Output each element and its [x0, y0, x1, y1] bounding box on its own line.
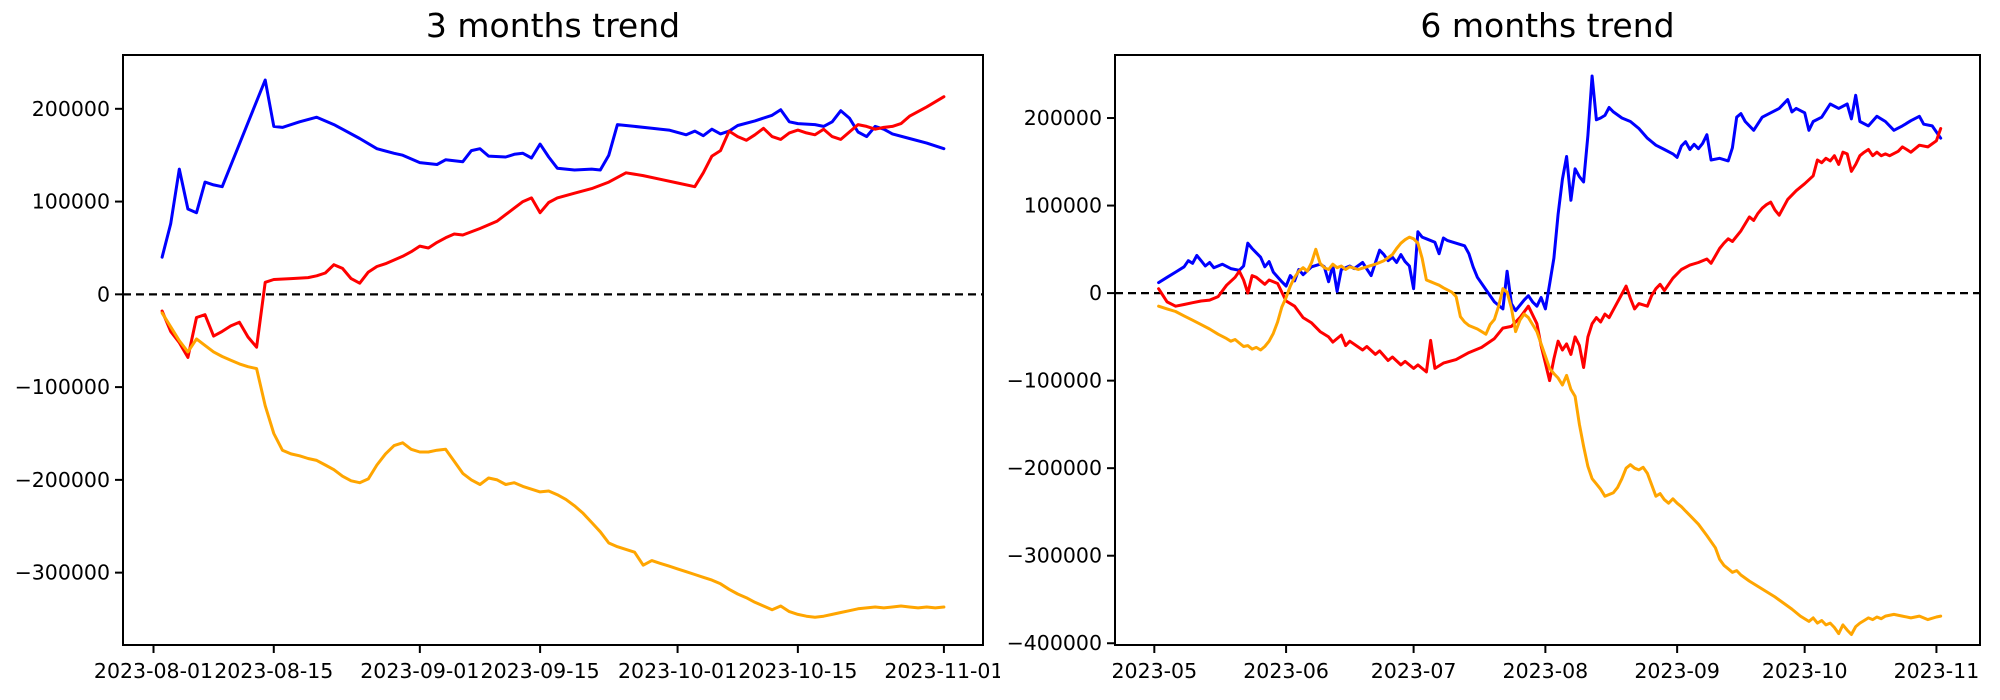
x-tick-label: 2023-05 — [1111, 659, 1197, 683]
x-tick-label: 2023-08-01 — [94, 659, 213, 683]
y-tick-label: 0 — [1089, 281, 1102, 305]
axes-spines — [122, 54, 984, 646]
x-tick-label: 2023-10 — [1762, 659, 1848, 683]
chart-title-6-months: 6 months trend — [1420, 6, 1675, 45]
plot-3-months-trend: 2023-08-01 2023-08-15 2023-09-01 2023-09-15… — [15, 54, 1000, 683]
series-red-line — [160, 95, 946, 359]
y-tick-label: −400000 — [1007, 631, 1102, 655]
y-tick-label: 200000 — [32, 97, 110, 121]
y-tick-label: 100000 — [1024, 194, 1102, 218]
y-tick-label: −200000 — [15, 468, 110, 492]
series-orange-line — [160, 311, 946, 619]
x-tick-label: 2023-07 — [1371, 659, 1457, 683]
x-tick-label: 2023-08-15 — [214, 659, 333, 683]
series-red-line — [1157, 127, 1943, 383]
x-tick-label: 2023-11 — [1894, 659, 1980, 683]
y-tick-label: −100000 — [15, 375, 110, 399]
x-tick-label: 2023-10-15 — [738, 659, 857, 683]
x-tick-label: 2023-11-01 — [884, 659, 1000, 683]
series-orange-line — [1157, 235, 1943, 636]
x-tick-label: 2023-06 — [1243, 659, 1329, 683]
axes-spines — [1114, 54, 1981, 646]
x-tick-label: 2023-08 — [1503, 659, 1589, 683]
series-blue-line — [160, 78, 946, 259]
chart-title-3-months: 3 months trend — [425, 6, 681, 45]
x-tick-label: 2023-10-01 — [618, 659, 737, 683]
y-tick-label: 100000 — [32, 190, 110, 214]
y-tick-label: −300000 — [15, 561, 110, 585]
y-tick-label: 0 — [97, 282, 110, 306]
y-tick-label: −200000 — [1007, 456, 1102, 480]
plot-6-months-trend: 2023-05 2023-06 2023-07 2023-08 2023-09 2023-… — [1007, 54, 1981, 683]
x-tick-label: 2023-09-01 — [360, 659, 479, 683]
y-tick-label: −300000 — [1007, 544, 1102, 568]
x-tick-label: 2023-09-15 — [481, 659, 600, 683]
y-tick-label: −100000 — [1007, 369, 1102, 393]
x-tick-label: 2023-09 — [1634, 659, 1720, 683]
series-blue-line — [1157, 74, 1943, 313]
y-tick-label: 200000 — [1024, 106, 1102, 130]
